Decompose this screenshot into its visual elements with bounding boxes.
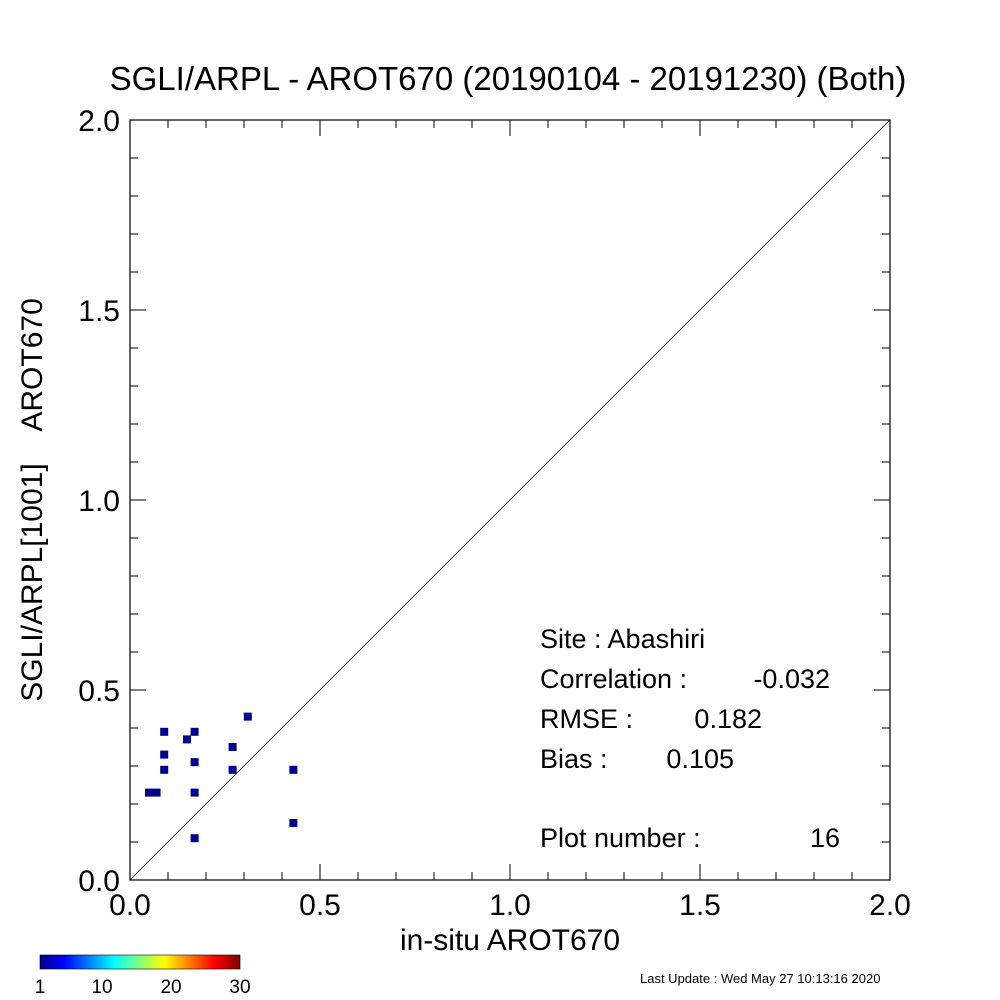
x-tick-label: 1.5 — [679, 889, 721, 922]
colorbar-tick-labels: 1 10 20 30 — [35, 977, 251, 998]
y-axis-label: SGLI/ARPL[1001] AROT670 — [16, 298, 49, 702]
data-point — [160, 765, 169, 774]
one-to-one-line — [129, 119, 891, 881]
data-point — [190, 834, 199, 843]
stats-bias-value: 0.105 — [666, 744, 734, 774]
data-points — [145, 712, 298, 843]
axis-tick-labels: 0.0 0.5 1.0 1.5 2.0 0.0 0.5 1.0 1.5 2.0 — [78, 105, 911, 922]
colorbar-tick-label: 10 — [91, 977, 112, 998]
stats-bias-label: Bias : — [540, 744, 608, 774]
y-tick-label: 0.5 — [78, 675, 120, 708]
x-tick-label: 2.0 — [869, 889, 911, 922]
data-point — [190, 758, 199, 767]
x-tick-label: 1.0 — [489, 889, 531, 922]
y-tick-label: 2.0 — [78, 105, 120, 138]
chart-title: SGLI/ARPL - AROT670 (20190104 - 20191230… — [110, 60, 907, 97]
data-point — [228, 765, 237, 774]
data-point — [183, 735, 191, 744]
y-tick-label: 0.0 — [78, 865, 120, 898]
stats-plot-number-label: Plot number : — [540, 823, 701, 853]
last-update-text: Last Update : Wed May 27 10:13:16 2020 — [640, 971, 880, 986]
data-point — [190, 788, 199, 797]
data-point — [243, 712, 252, 721]
data-point — [160, 727, 169, 736]
data-point — [289, 819, 298, 827]
axis-ticks — [129, 119, 891, 881]
data-point — [160, 750, 169, 759]
stats-correlation-value: -0.032 — [753, 664, 830, 694]
y-tick-label: 1.0 — [78, 485, 120, 518]
stats-site: Site : Abashiri — [540, 624, 705, 654]
data-point — [145, 788, 153, 797]
y-tick-label: 1.5 — [78, 295, 120, 328]
stats-correlation-label: Correlation : — [540, 664, 687, 694]
stats-rmse-label: RMSE : — [540, 704, 633, 734]
colorbar-tick-label: 30 — [229, 977, 250, 998]
colorbar: 1 10 20 30 — [35, 954, 251, 998]
x-tick-label: 0.0 — [109, 889, 151, 922]
stats-plot-number-value: 16 — [810, 823, 840, 853]
colorbar-tick-label: 1 — [35, 977, 46, 998]
colorbar-tick-label: 20 — [160, 977, 181, 998]
x-tick-label: 0.5 — [299, 889, 341, 922]
stats-box: Site : Abashiri Correlation : -0.032 RMS… — [540, 624, 840, 853]
x-axis-label: in-situ AROT670 — [400, 924, 620, 957]
data-point — [228, 743, 237, 751]
data-point — [190, 727, 199, 736]
data-point — [289, 765, 298, 774]
stats-rmse-value: 0.182 — [694, 704, 762, 734]
colorbar-gradient — [39, 954, 241, 970]
data-point — [152, 788, 161, 797]
